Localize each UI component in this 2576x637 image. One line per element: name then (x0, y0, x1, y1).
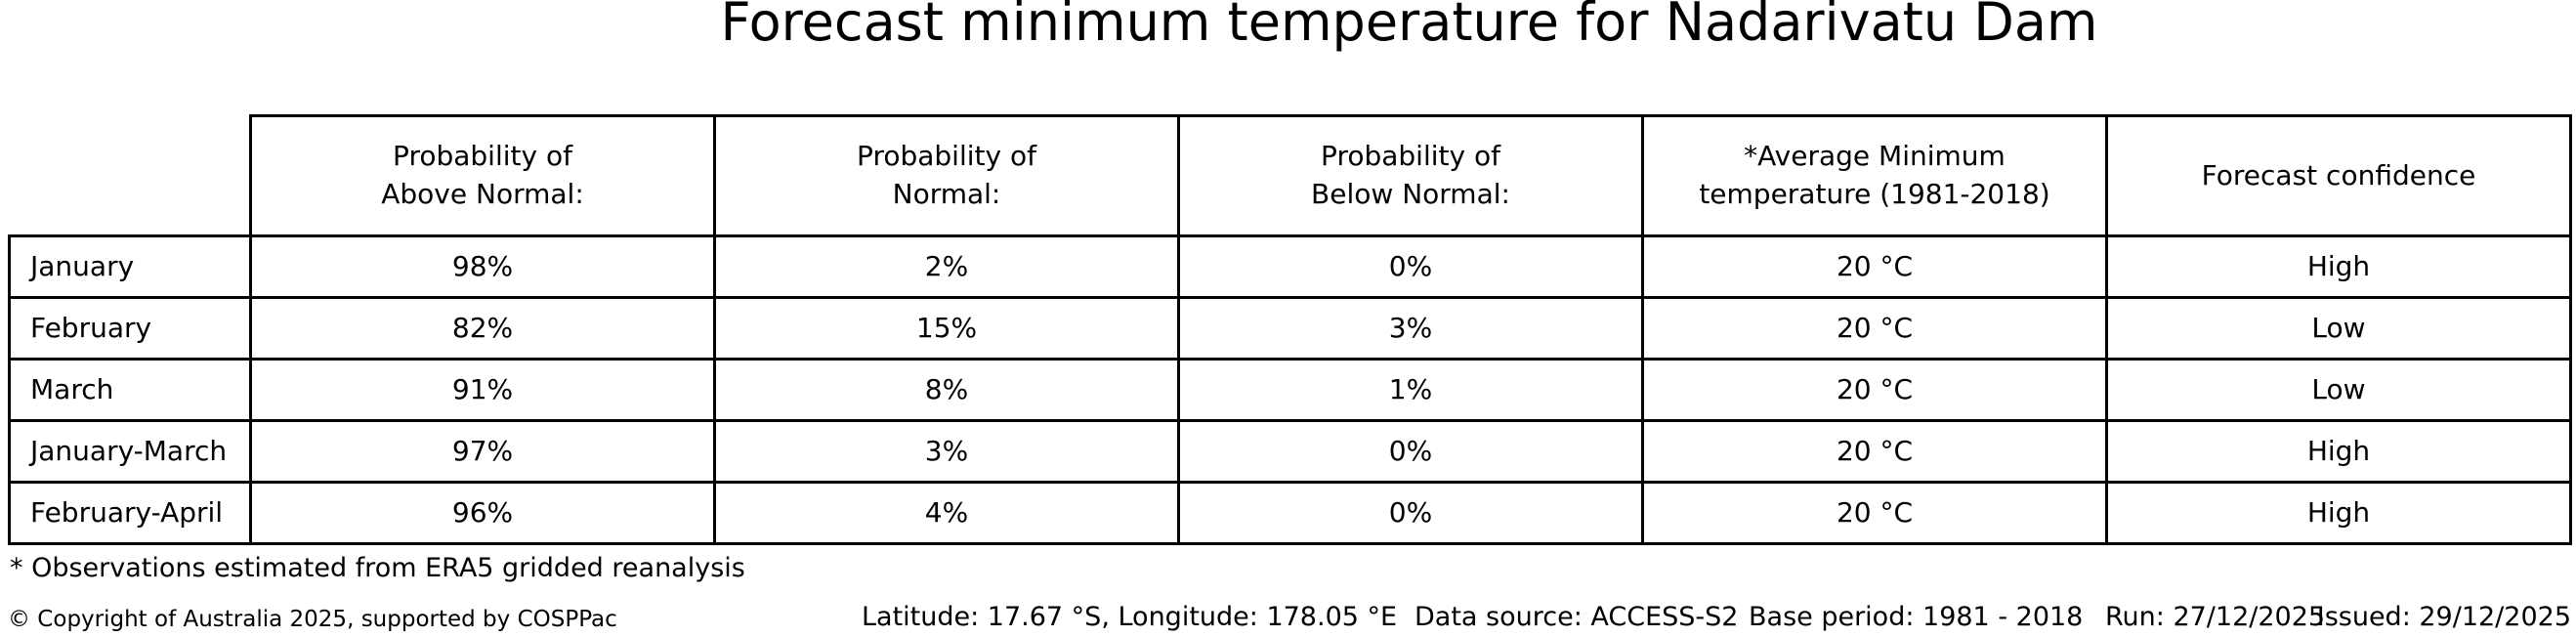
table-cell: 15% (713, 296, 1180, 361)
table-cell: 1% (1177, 358, 1644, 422)
table-cell: 3% (713, 419, 1180, 484)
row-label: January (8, 234, 252, 299)
table-cell: 20 °C (1641, 419, 2108, 484)
col-header-above-normal: Probability of Above Normal: (249, 114, 716, 237)
table-cell: 96% (249, 481, 716, 545)
row-label: March (8, 358, 252, 422)
col-header-forecast-confidence: Forecast confidence (2105, 114, 2572, 237)
table-cell: 97% (249, 419, 716, 484)
table-cell: High (2105, 419, 2572, 484)
row-label: January-March (8, 419, 252, 484)
forecast-table: Probability of Above Normal: Probability… (8, 114, 2572, 545)
page-title: Forecast minimum temperature for Nadariv… (720, 0, 2098, 53)
table-cell: 98% (249, 234, 716, 299)
table-cell: 82% (249, 296, 716, 361)
col-header-below-normal: Probability of Below Normal: (1177, 114, 1644, 237)
corner-cell (10, 116, 251, 236)
col-header-normal: Probability of Normal: (713, 114, 1180, 237)
table-cell: 20 °C (1641, 358, 2108, 422)
header-row: Probability of Above Normal: Probability… (10, 114, 2572, 237)
table-cell: Low (2105, 358, 2572, 422)
table-cell: 91% (249, 358, 716, 422)
table-cell: High (2105, 234, 2572, 299)
col-header-average-minimum: *Average Minimum temperature (1981-2018) (1641, 114, 2108, 237)
footnote: * Observations estimated from ERA5 gridd… (10, 553, 745, 583)
row-label: February (8, 296, 252, 361)
location-text: Latitude: 17.67 °S, Longitude: 178.05 °E (862, 602, 1398, 632)
table-cell: High (2105, 481, 2572, 545)
table-cell: 20 °C (1641, 234, 2108, 299)
table-row: February-April 96% 4% 0% 20 °C High (8, 481, 2572, 545)
row-label: February-April (8, 481, 252, 545)
table-cell: 0% (1177, 234, 1644, 299)
table-row: January-March 97% 3% 0% 20 °C High (8, 419, 2572, 484)
table-row: March 91% 8% 1% 20 °C Low (8, 358, 2572, 422)
data-source-text: Data source: ACCESS-S2 (1415, 602, 1739, 632)
base-period-text: Base period: 1981 - 2018 (1749, 602, 2084, 632)
run-date-text: Run: 27/12/2025 (2105, 602, 2326, 632)
issued-date-text: Issued: 29/12/2025 (2316, 602, 2571, 632)
table-cell: 4% (713, 481, 1180, 545)
copyright-text: © Copyright of Australia 2025, supported… (8, 607, 617, 632)
table-cell: 8% (713, 358, 1180, 422)
table-cell: 20 °C (1641, 296, 2108, 361)
table-cell: 20 °C (1641, 481, 2108, 545)
table-row: January 98% 2% 0% 20 °C High (8, 234, 2572, 299)
table-cell: Low (2105, 296, 2572, 361)
table-cell: 2% (713, 234, 1180, 299)
table-cell: 0% (1177, 481, 1644, 545)
table-row: February 82% 15% 3% 20 °C Low (8, 296, 2572, 361)
table-cell: 0% (1177, 419, 1644, 484)
table-cell: 3% (1177, 296, 1644, 361)
